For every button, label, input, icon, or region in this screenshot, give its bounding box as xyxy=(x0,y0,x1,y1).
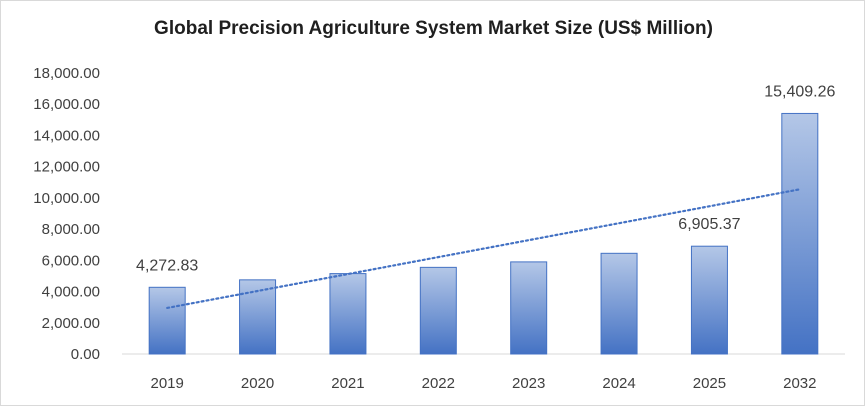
data-label-2025: 6,905.37 xyxy=(678,216,740,233)
bar-2032 xyxy=(781,112,819,355)
y-axis-ticks: 0.00 2,000.00 4,000.00 6,000.00 8,000.00 10,0… xyxy=(33,65,100,363)
y-tick-label: 2,000.00 xyxy=(42,315,100,332)
x-tick-label: 2025 xyxy=(693,375,726,392)
y-tick-label: 4,000.00 xyxy=(42,284,100,301)
bar-2024 xyxy=(600,252,638,355)
x-tick-label: 2021 xyxy=(331,375,364,392)
bar-2025 xyxy=(690,245,728,355)
bar-2023 xyxy=(510,261,548,355)
trendline xyxy=(166,188,801,310)
y-tick-label: 6,000.00 xyxy=(42,252,100,269)
y-tick-label: 16,000.00 xyxy=(33,96,100,113)
y-tick-label: 18,000.00 xyxy=(33,65,100,82)
bar-2022 xyxy=(419,266,457,355)
y-tick-label: 14,000.00 xyxy=(33,127,100,144)
x-tick-label: 2032 xyxy=(783,375,816,392)
bar-2019 xyxy=(148,286,186,355)
y-tick-label: 12,000.00 xyxy=(33,159,100,176)
x-tick-label: 2023 xyxy=(512,375,545,392)
x-tick-label: 2024 xyxy=(602,375,635,392)
y-tick-label: 0.00 xyxy=(71,346,100,363)
y-tick-label: 8,000.00 xyxy=(42,221,100,238)
bar-series xyxy=(148,112,819,355)
data-labels: 4,272.83 6,905.37 15,409.26 xyxy=(136,83,835,274)
x-tick-label: 2020 xyxy=(241,375,274,392)
data-label-2032: 15,409.26 xyxy=(764,83,835,100)
data-label-2019: 4,272.83 xyxy=(136,257,198,274)
x-axis-ticks: 2019 2020 2021 2022 2023 2024 2025 2032 xyxy=(151,375,817,392)
x-tick-label: 2022 xyxy=(422,375,455,392)
bar-2021 xyxy=(329,273,367,355)
chart-title: Global Precision Agriculture System Mark… xyxy=(154,18,713,39)
y-tick-label: 10,000.00 xyxy=(33,190,100,207)
x-tick-label: 2019 xyxy=(151,375,184,392)
bar-2020 xyxy=(239,279,277,355)
